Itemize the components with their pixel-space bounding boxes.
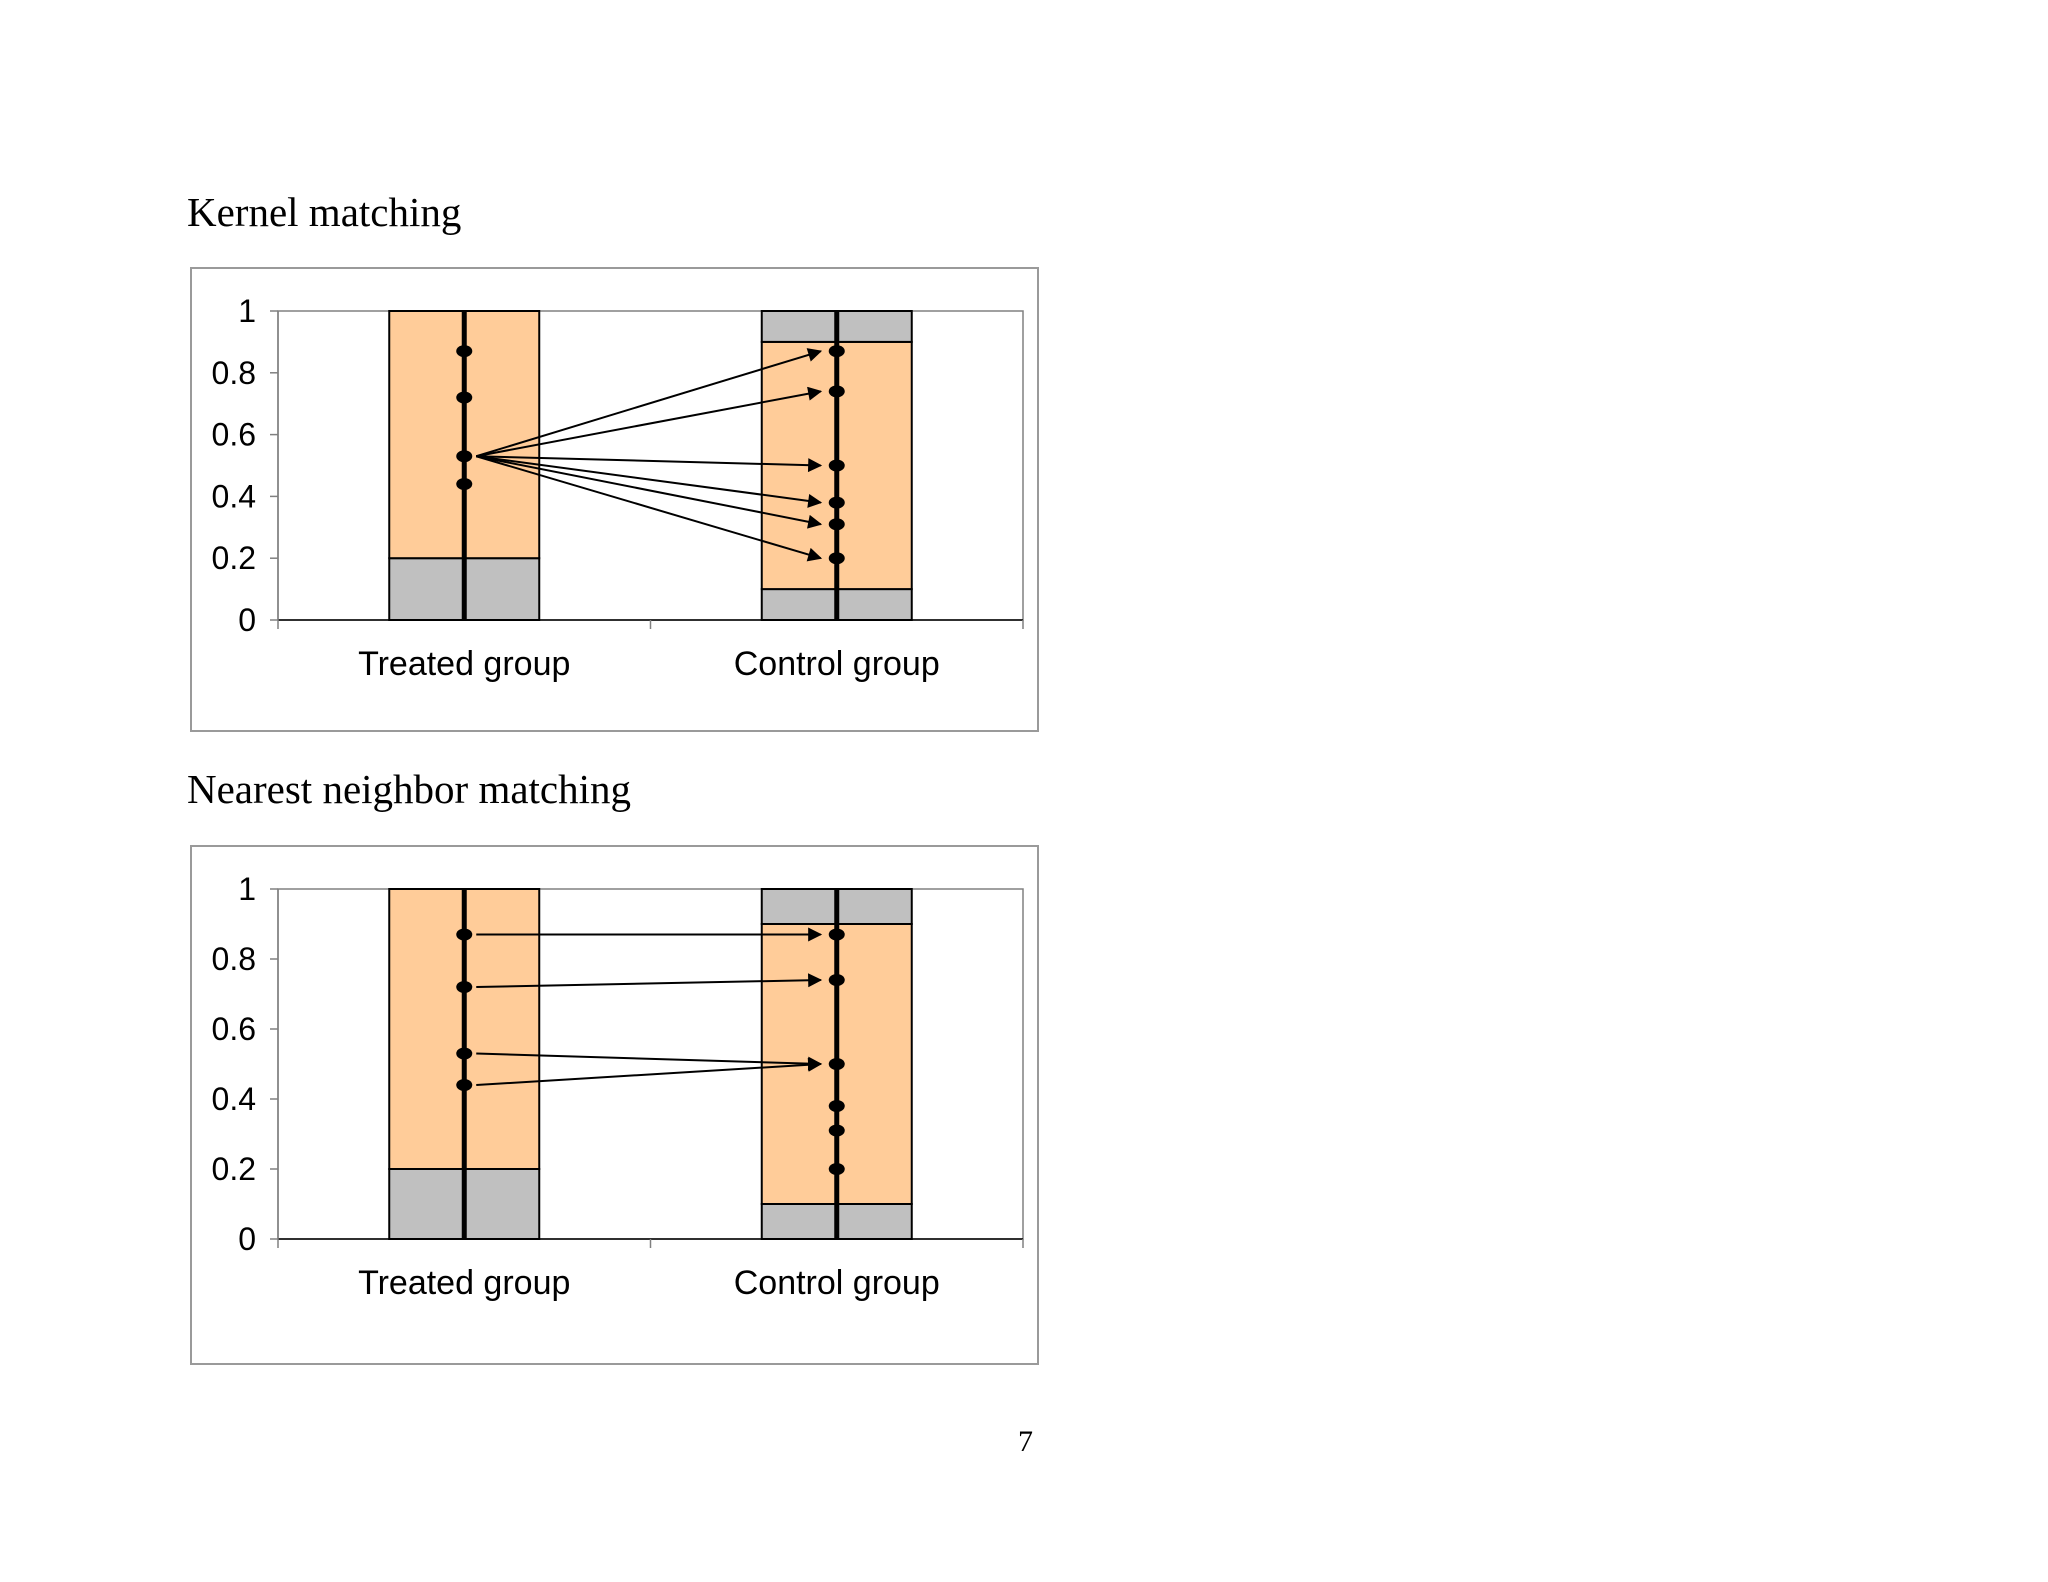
control-point xyxy=(828,1058,845,1070)
control-point xyxy=(828,459,845,472)
control-point xyxy=(828,496,845,509)
match-arrow xyxy=(476,455,823,529)
treated-point xyxy=(456,345,473,358)
y-tick-label: 1 xyxy=(238,871,256,907)
page-number: 7 xyxy=(1018,1425,1033,1458)
x-tick-label: Treated group xyxy=(358,1264,570,1302)
chart-title: Nearest neighbor matching xyxy=(187,766,632,812)
x-tick-label: Control group xyxy=(734,1264,940,1302)
control-point xyxy=(828,552,845,565)
x-tick-label: Treated group xyxy=(358,645,570,683)
control-point xyxy=(828,518,845,531)
treated-point xyxy=(456,450,473,463)
control-point xyxy=(828,974,845,986)
y-tick-label: 0.4 xyxy=(212,1081,256,1117)
match-arrow xyxy=(476,455,823,508)
treated-point xyxy=(456,1079,473,1091)
treated-point xyxy=(456,478,473,491)
match-arrow xyxy=(476,1052,823,1071)
match-arrow xyxy=(475,455,823,562)
chart-title: Kernel matching xyxy=(187,189,462,235)
control-point xyxy=(828,1163,845,1175)
nearest-neighbor-matching-chart: 0 0.2 0.4 0.6 0.8 1 Treated group Control group xyxy=(212,871,1024,1302)
y-tick-label: 1 xyxy=(238,293,256,329)
y-tick-label: 0.8 xyxy=(212,941,256,977)
treated-point xyxy=(456,928,473,941)
treated-point xyxy=(456,981,473,993)
y-tick-label: 0 xyxy=(238,602,256,638)
match-arrow xyxy=(475,348,823,458)
control-point xyxy=(828,385,845,398)
control-point xyxy=(828,928,845,941)
y-tick-label: 0.8 xyxy=(212,355,256,391)
y-tick-label: 0.2 xyxy=(212,540,256,576)
control-point xyxy=(828,345,845,358)
control-point xyxy=(828,1124,845,1137)
y-tick-label: 0.6 xyxy=(212,417,256,453)
match-arrow xyxy=(476,455,823,473)
treated-point xyxy=(456,1047,473,1060)
kernel-matching-chart: 0 0.2 0.4 0.6 0.8 1 Treated group Control group xyxy=(212,293,1024,683)
match-arrow xyxy=(476,1057,823,1086)
chart-panel-nearest-neighbor: 0 0.2 0.4 0.6 0.8 1 Treated group Control group xyxy=(190,845,1039,1365)
y-tick-label: 0.2 xyxy=(212,1151,256,1187)
match-arrow xyxy=(476,973,823,988)
x-tick-label: Control group xyxy=(734,645,940,683)
control-point xyxy=(828,1100,845,1112)
chart-panel-kernel: 0 0.2 0.4 0.6 0.8 1 Treated group Control group xyxy=(190,267,1039,732)
treated-point xyxy=(456,391,473,404)
y-tick-label: 0 xyxy=(238,1221,256,1257)
match-arrow xyxy=(476,386,823,458)
y-tick-label: 0.4 xyxy=(212,478,256,514)
y-tick-label: 0.6 xyxy=(212,1011,256,1047)
